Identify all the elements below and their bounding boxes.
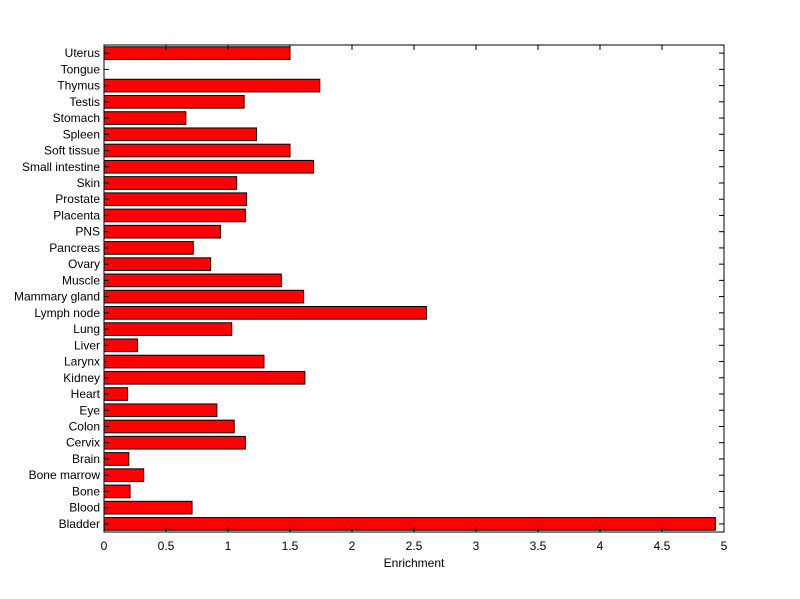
- y-tick-label-placenta: Placenta: [53, 208, 100, 222]
- x-tick-label-7: 3.5: [530, 539, 547, 553]
- bar-liver: [103, 338, 138, 353]
- bar-pns: [103, 224, 222, 239]
- bar-lymph-node: [103, 306, 427, 320]
- y-tick-label-larynx: Larynx: [64, 355, 100, 369]
- y-tick-label-liver: Liver: [74, 338, 100, 352]
- y-tick-label-ovary: Ovary: [68, 257, 100, 271]
- y-tick-label-pancreas: Pancreas: [49, 241, 100, 255]
- x-tick-label-3: 1.5: [282, 539, 299, 553]
- bar-colon: [103, 419, 235, 434]
- bar-eye: [103, 403, 218, 418]
- ticks-layer: Bladder Blood Bone Bone marrow Brain Cervix Co…: [14, 45, 728, 553]
- y-tick-label-small-intestine: Small intestine: [22, 160, 100, 174]
- bar-kidney: [103, 370, 306, 385]
- bar-testis: [103, 94, 245, 109]
- y-tick-label-brain: Brain: [72, 452, 100, 466]
- bar-ovary: [103, 257, 212, 271]
- bar-thymus: [103, 78, 321, 93]
- x-tick-label-6: 3: [473, 539, 480, 553]
- y-tick-label-blood: Blood: [69, 501, 100, 515]
- x-tick-label-2: 1: [225, 539, 232, 553]
- y-tick-label-bone-marrow: Bone marrow: [29, 468, 101, 482]
- bar-larynx: [103, 354, 265, 369]
- x-tick-label-1: 0.5: [158, 539, 175, 553]
- x-tick-label-5: 2.5: [406, 539, 423, 553]
- y-tick-label-eye: Eye: [79, 403, 100, 417]
- plot-area-frame: [103, 44, 725, 533]
- y-tick-label-lung: Lung: [73, 322, 100, 336]
- y-tick-label-pns: PNS: [75, 225, 100, 239]
- bar-soft-tissue: [103, 143, 291, 158]
- bar-bone-marrow: [103, 468, 145, 483]
- y-tick-label-heart: Heart: [71, 387, 101, 401]
- x-tick-label-10: 5: [721, 539, 728, 553]
- x-tick-label-8: 4: [597, 539, 604, 553]
- y-tick-label-spleen: Spleen: [63, 127, 100, 141]
- bar-lung: [103, 322, 233, 336]
- bar-uterus: [103, 46, 291, 60]
- y-tick-label-tongue: Tongue: [61, 62, 101, 76]
- bar-muscle: [103, 273, 282, 288]
- y-tick-label-testis: Testis: [69, 95, 100, 109]
- x-axis-label: Enrichment: [384, 556, 445, 570]
- bar-small-intestine: [103, 159, 315, 174]
- x-tick-label-9: 4.5: [654, 539, 671, 553]
- bar-placenta: [103, 208, 246, 223]
- y-tick-label-lymph-node: Lymph node: [34, 306, 100, 320]
- bar-skin: [103, 176, 238, 190]
- y-tick-label-muscle: Muscle: [62, 273, 100, 287]
- x-tick-label-0: 0: [101, 539, 108, 553]
- bar-prostate: [103, 192, 248, 207]
- bar-cervix: [103, 435, 246, 450]
- y-tick-label-skin: Skin: [77, 176, 100, 190]
- bar-blood: [103, 500, 193, 515]
- y-tick-label-kidney: Kidney: [63, 371, 100, 385]
- bar-mammary-gland: [103, 289, 305, 304]
- y-tick-label-bone: Bone: [72, 484, 100, 498]
- y-tick-label-cervix: Cervix: [66, 436, 100, 450]
- y-tick-label-stomach: Stomach: [53, 111, 100, 125]
- y-tick-label-colon: Colon: [69, 419, 100, 433]
- y-tick-label-mammary-gland: Mammary gland: [14, 290, 100, 304]
- y-tick-label-prostate: Prostate: [55, 192, 100, 206]
- y-tick-label-bladder: Bladder: [59, 517, 100, 531]
- y-tick-label-soft-tissue: Soft tissue: [44, 144, 100, 158]
- bar-bladder: [103, 517, 716, 531]
- bar-spleen: [103, 127, 258, 142]
- bar-stomach: [103, 111, 187, 125]
- bar-pancreas: [103, 241, 194, 255]
- x-tick-label-4: 2: [349, 539, 356, 553]
- y-tick-label-thymus: Thymus: [57, 79, 100, 93]
- y-tick-label-uterus: Uterus: [65, 46, 100, 60]
